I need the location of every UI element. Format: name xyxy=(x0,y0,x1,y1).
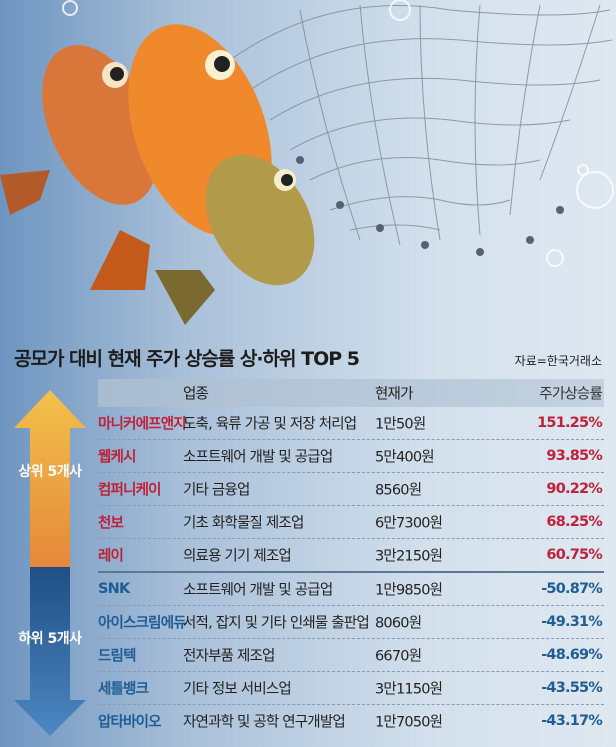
cell-change: -50.87% xyxy=(541,581,603,597)
net-icon xyxy=(229,4,613,246)
cell-company: 천보 xyxy=(98,515,124,532)
table-row: 컴퍼니케이 기타 금융업 8560원 90.22% xyxy=(98,473,604,506)
cell-company: 컴퍼니케이 xyxy=(98,482,161,499)
cell-price: 8560원 xyxy=(375,482,422,499)
up-arrow-icon xyxy=(14,390,86,567)
cell-price: 8060원 xyxy=(375,615,422,632)
cell-industry: 도축, 육류 가공 및 저장 처리업 xyxy=(183,416,357,433)
stock-table: 업종 현재가 주가상승률 마니커에프앤지 도축, 육류 가공 및 저장 처리업 1만… xyxy=(98,379,604,737)
fish-and-net-illustration xyxy=(0,0,614,325)
top-group-label: 상위 5개사 xyxy=(18,464,82,480)
header-change: 주가상승률 xyxy=(539,386,602,403)
table-row: 천보 기초 화학물질 제조업 6만7300원 68.25% xyxy=(98,506,604,539)
cell-price: 1만9850원 xyxy=(375,582,443,599)
cell-company: 드림텍 xyxy=(98,648,136,665)
cell-industry: 서적, 잡지 및 기타 인쇄물 출판업 xyxy=(183,615,370,632)
cell-industry: 자연과학 및 공학 연구개발업 xyxy=(183,714,346,731)
cell-price: 6만7300원 xyxy=(375,515,443,532)
cell-change: 68.25% xyxy=(546,514,602,530)
cell-change: -43.55% xyxy=(541,680,603,696)
cell-change: -48.69% xyxy=(541,647,603,663)
cell-industry: 의료용 기기 제조업 xyxy=(183,548,292,565)
cell-industry: 소프트웨어 개발 및 공급업 xyxy=(183,449,333,466)
cell-change: 151.25% xyxy=(537,415,603,431)
bubbles-icon xyxy=(62,0,614,267)
cell-price: 6670원 xyxy=(375,648,422,665)
table-header: 업종 현재가 주가상승률 xyxy=(98,379,604,407)
table-row: SNK 소프트웨어 개발 및 공급업 1만9850원 -50.87% xyxy=(98,573,604,606)
cell-change: 90.22% xyxy=(546,481,602,497)
cell-company: 마니커에프앤지 xyxy=(98,416,187,433)
net-weights-icon xyxy=(296,156,564,256)
cell-company: 웹케시 xyxy=(98,449,136,466)
cell-price: 5만400원 xyxy=(375,449,435,466)
cell-company: SNK xyxy=(98,581,130,597)
cell-change: -49.31% xyxy=(541,614,603,630)
table-row: 아이스크림에듀 서적, 잡지 및 기타 인쇄물 출판업 8060원 -49.31% xyxy=(98,606,604,639)
cell-price: 3만2150원 xyxy=(375,548,443,565)
cell-price: 1만50원 xyxy=(375,416,426,433)
header-price: 현재가 xyxy=(375,386,413,403)
cell-change: -43.17% xyxy=(541,713,603,729)
table-row: 마니커에프앤지 도축, 육류 가공 및 저장 처리업 1만50원 151.25% xyxy=(98,407,604,440)
source-note: 자료=한국거래소 xyxy=(514,354,602,368)
down-arrow-icon xyxy=(14,567,86,736)
cell-industry: 기초 화학물질 제조업 xyxy=(183,515,304,532)
table-row: 웹케시 소프트웨어 개발 및 공급업 5만400원 93.85% xyxy=(98,440,604,473)
table-row: 압타바이오 자연과학 및 공학 연구개발업 1만7050원 -43.17% xyxy=(98,705,604,737)
cell-industry: 기타 금융업 xyxy=(183,482,250,499)
table-row: 세틀뱅크 기타 정보 서비스업 3만1150원 -43.55% xyxy=(98,672,604,705)
cell-change: 60.75% xyxy=(546,547,602,563)
bottom-group-label: 하위 5개사 xyxy=(18,631,82,647)
table-row: 레이 의료용 기기 제조업 3만2150원 60.75% xyxy=(98,539,604,573)
cell-company: 아이스크림에듀 xyxy=(98,615,187,632)
fish-small-icon xyxy=(155,154,315,325)
cell-industry: 기타 정보 서비스업 xyxy=(183,681,292,698)
group-arrows xyxy=(14,390,86,736)
page-title: 공모가 대비 현재 주가 상승률 상·하위 TOP 5 xyxy=(14,348,360,370)
cell-price: 1만7050원 xyxy=(375,714,443,731)
table-row: 드림텍 전자부품 제조업 6670원 -48.69% xyxy=(98,639,604,672)
cell-industry: 소프트웨어 개발 및 공급업 xyxy=(183,582,333,599)
header-industry: 업종 xyxy=(183,386,209,403)
cell-company: 압타바이오 xyxy=(98,714,161,731)
cell-company: 레이 xyxy=(98,548,124,565)
cell-price: 3만1150원 xyxy=(375,681,443,698)
cell-company: 세틀뱅크 xyxy=(98,681,149,698)
cell-change: 93.85% xyxy=(546,448,602,464)
cell-industry: 전자부품 제조업 xyxy=(183,648,275,665)
